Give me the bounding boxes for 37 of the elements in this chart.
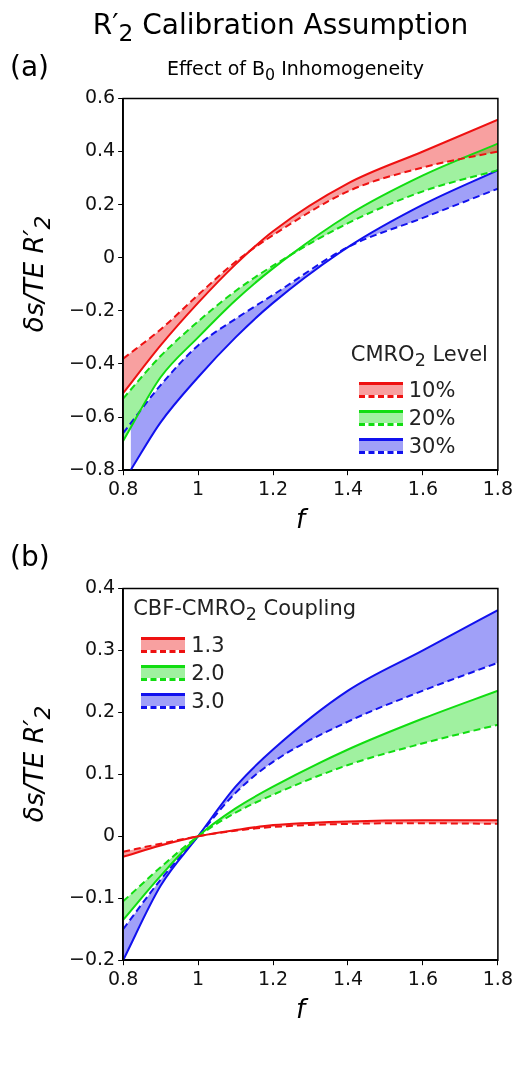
y-tick-label: −0.2 xyxy=(69,297,116,320)
chart-subtitle: Effect of B$_{0}$ Inhomogeneity xyxy=(166,57,425,84)
legend-title: CBF-CMRO$_{2}$ Coupling xyxy=(133,596,357,627)
y-tick-label: −0.4 xyxy=(69,350,116,373)
x-axis-title: f xyxy=(294,504,310,536)
x-tick-label: 1.4 xyxy=(332,476,364,499)
x-tick-label: 1 xyxy=(192,966,205,989)
y-tick-label: 0.1 xyxy=(84,761,116,784)
x-tick-label: 1.6 xyxy=(407,966,439,989)
chart-title: R′$_{2}$ Calibration Assumption xyxy=(91,8,470,48)
x-tick-label: 1.2 xyxy=(257,966,289,989)
legend-label: 2.0 xyxy=(191,660,225,685)
x-tick-label: 1.6 xyxy=(407,476,439,499)
y-tick-label: 0.2 xyxy=(84,699,116,722)
legend-label: 10% xyxy=(408,378,456,403)
legend-label: 20% xyxy=(408,406,456,431)
x-tick-label: 1.8 xyxy=(482,476,513,499)
x-tick-label: 1.2 xyxy=(257,476,289,499)
legend-label: 1.3 xyxy=(191,632,225,657)
y-tick-label: 0.2 xyxy=(84,191,116,214)
y-tick-label: 0.6 xyxy=(84,85,116,108)
x-tick-label: 1.4 xyxy=(332,966,364,989)
x-tick-label: 1 xyxy=(192,476,205,499)
text: (b) xyxy=(10,540,50,573)
y-tick-label: 0 xyxy=(103,823,116,846)
y-tick-label: −0.1 xyxy=(69,885,116,908)
legend-title: CMRO$_{2}$ Level xyxy=(350,342,488,373)
y-tick-label: 0.3 xyxy=(84,637,116,660)
legend-label: 30% xyxy=(408,434,456,459)
y-tick-label: 0 xyxy=(103,244,116,267)
y-tick-label: −0.6 xyxy=(69,404,116,427)
text: (a) xyxy=(10,50,50,83)
x-tick-label: 1.8 xyxy=(482,966,513,989)
x-axis-title: f xyxy=(294,994,310,1026)
y-tick-label: 0.4 xyxy=(84,575,116,598)
legend-label: 3.0 xyxy=(191,688,225,713)
y-tick-label: 0.4 xyxy=(84,138,116,161)
